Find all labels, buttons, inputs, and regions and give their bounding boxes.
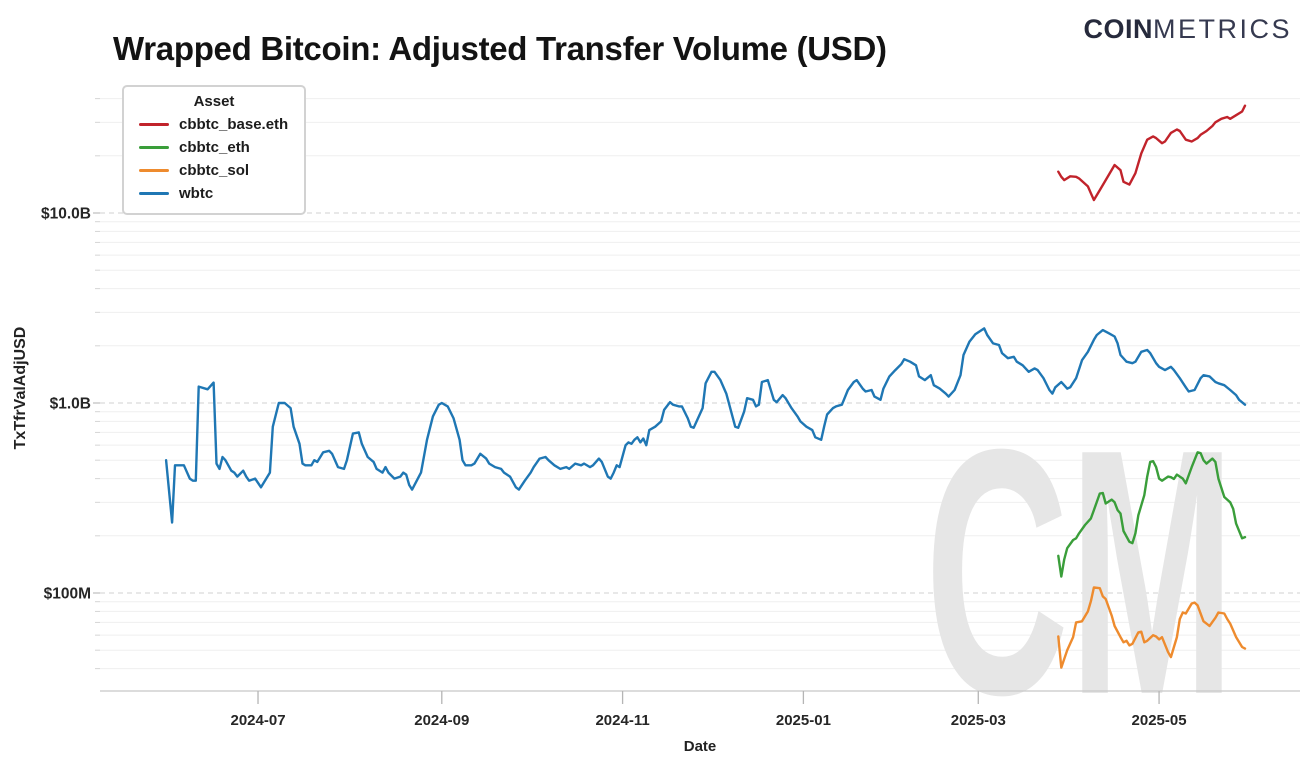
x-axis-title: Date [683, 738, 717, 755]
x-tick-label: 2025-01 [776, 712, 831, 729]
legend-label: cbbtc_sol [179, 162, 250, 179]
legend-box: Asset cbbtc_base.eth cbbtc_eth cbbtc_sol… [122, 85, 306, 215]
cm-watermark: CM [925, 377, 1235, 768]
x-tick-label: 2024-07 [230, 712, 285, 729]
series-line-cbbtc-sol [1057, 586, 1247, 669]
chart-title: Wrapped Bitcoin: Adjusted Transfer Volum… [113, 30, 887, 67]
series-line-cbbtc-base-eth [1057, 104, 1247, 202]
legend-swatch-red [139, 123, 169, 126]
logo-metrics-text: METRICS [1153, 14, 1292, 44]
logo-coin-text: COIN [1083, 14, 1153, 44]
legend-title: Asset [193, 93, 235, 110]
legend-item-cbbtc-sol[interactable]: cbbtc_sol [124, 159, 304, 182]
legend-swatch-green [139, 146, 169, 149]
legend-swatch-orange [139, 169, 169, 172]
series-line-wbtc [164, 327, 1247, 524]
legend-item-cbbtc-base-eth[interactable]: cbbtc_base.eth [124, 113, 304, 136]
y-axis-title: TxTfrValAdjUSD [12, 326, 29, 450]
y-tick-label: $1.0B [50, 396, 91, 413]
y-tick-label: $10.0B [41, 206, 91, 223]
legend-swatch-blue [139, 192, 169, 195]
x-tick-label: 2024-11 [595, 712, 649, 729]
legend-item-wbtc[interactable]: wbtc [124, 182, 304, 205]
coinmetrics-logo: COINMETRICS [1084, 14, 1293, 45]
x-tick-label: 2024-09 [414, 712, 469, 729]
y-tick-label: $100M [44, 586, 91, 603]
legend-label: wbtc [179, 185, 214, 202]
series-line-cbbtc-eth [1057, 451, 1247, 578]
legend-item-cbbtc-eth[interactable]: cbbtc_eth [124, 136, 304, 159]
x-tick-label: 2025-05 [1132, 712, 1187, 729]
x-tick-label: 2025-03 [951, 712, 1006, 729]
legend-label: cbbtc_eth [179, 139, 250, 156]
legend-label: cbbtc_base.eth [179, 116, 289, 133]
